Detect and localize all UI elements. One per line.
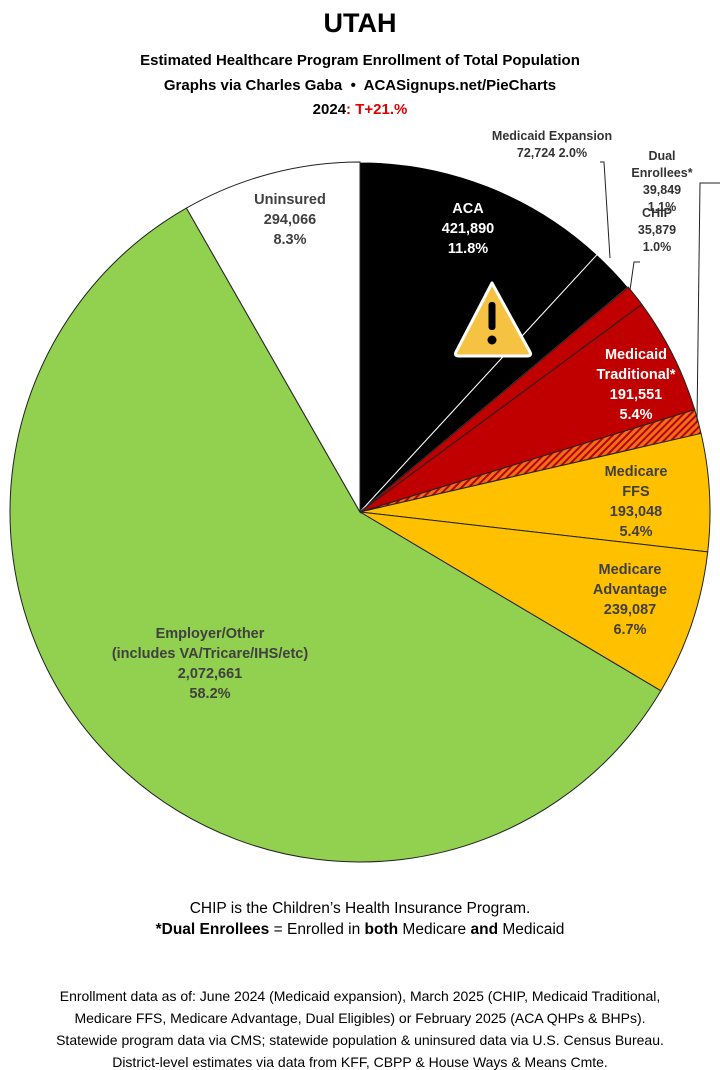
note-part: both xyxy=(364,921,399,938)
value-label: 421,890 xyxy=(441,221,495,237)
percent-label: 1.1% xyxy=(647,200,677,214)
percent-label: 5.4% xyxy=(619,407,653,423)
value-label: 39,849 xyxy=(642,183,682,197)
year: 2024 xyxy=(312,101,347,118)
percent-label: 6.7% xyxy=(613,622,647,638)
slice-name: Medicare Advantage xyxy=(592,562,668,598)
percent-label: 1.0% xyxy=(642,240,672,254)
note-part: Medicaid xyxy=(498,921,565,938)
source-line: District-level estimates via data from K… xyxy=(112,1054,608,1070)
year-line: 2024: T+21.% xyxy=(0,101,720,118)
value-label: 191,551 xyxy=(609,387,663,403)
slice-label: Uninsured 294,066 8.3% xyxy=(254,190,326,250)
percent-label: 2.0% xyxy=(558,146,588,160)
note-part: = Enrolled in xyxy=(269,921,365,938)
slice-label: Medicare FFS 193,048 5.4% xyxy=(594,462,678,542)
slice-name: CHIP xyxy=(642,206,672,220)
slice-label: Medicare Advantage 239,087 6.7% xyxy=(593,560,667,640)
slice-name: Medicaid Traditional* xyxy=(596,347,676,383)
dual-note: *Dual Enrollees = Enrolled in both Medic… xyxy=(0,921,720,939)
note-part: Medicare xyxy=(398,921,471,938)
source-line: Medicare FFS, Medicare Advantage, Dual E… xyxy=(74,1010,646,1026)
sources: Enrollment data as of: June 2024 (Medica… xyxy=(0,985,720,1070)
slice-label: Medicaid Traditional* 191,551 5.4% xyxy=(597,345,676,425)
value-label: 35,879 xyxy=(637,223,677,237)
value-label: 193,048 xyxy=(609,504,663,520)
value-line: 39,849 1.1% xyxy=(631,182,692,216)
value-label: 239,087 xyxy=(603,602,657,618)
leader-lines xyxy=(600,161,720,423)
source-line: Statewide program data via CMS; statewid… xyxy=(56,1032,664,1048)
slice-label: ACA 421,890 11.8% xyxy=(442,199,494,259)
change: : T+21.% xyxy=(346,101,408,118)
slice-label: Employer/Other (includes VA/Tricare/IHS/… xyxy=(112,624,308,704)
percent-label: 11.8% xyxy=(447,241,489,257)
source-line: Enrollment data as of: June 2024 (Medica… xyxy=(59,988,661,1004)
slice-name: Employer/Other (includes VA/Tricare/IHS/… xyxy=(111,626,309,662)
note: CHIP is the Children’s Health Insurance … xyxy=(189,900,531,917)
credit: Graphs via Charles Gaba • ACASignups.net… xyxy=(163,77,557,94)
note-part: *Dual Enrollees xyxy=(155,921,270,938)
percent-label: 5.4% xyxy=(619,524,653,540)
title: UTAH xyxy=(323,8,397,38)
slice-name: Uninsured xyxy=(254,192,326,208)
percent-label: 8.3% xyxy=(273,232,307,248)
percent-label: 58.2% xyxy=(189,686,231,702)
slice-label: CHIP 35,879 1.0% xyxy=(638,205,676,256)
pie-slice xyxy=(9,207,662,863)
slice-name: Dual Enrollees* xyxy=(631,149,693,180)
slice-label: Dual Enrollees* 39,849 1.1% xyxy=(631,148,692,216)
note-part: and xyxy=(470,921,499,938)
value-label: 294,066 xyxy=(263,212,317,228)
slice-name: Medicare FFS xyxy=(604,464,668,500)
slice-label: Medicaid Expansion 72,724 2.0% xyxy=(492,128,612,162)
value-label: 72,724 xyxy=(516,146,556,160)
slice-name: ACA xyxy=(452,201,484,217)
pie-slice xyxy=(359,511,709,692)
subtitle: Estimated Healthcare Program Enrollment … xyxy=(140,52,580,69)
warning-icon xyxy=(453,281,533,358)
pie-slice xyxy=(185,161,361,514)
slice-name: Medicaid Expansion xyxy=(491,129,613,143)
value-label: 2,072,661 xyxy=(177,666,243,682)
value-line: 72,724 2.0% xyxy=(492,145,612,162)
